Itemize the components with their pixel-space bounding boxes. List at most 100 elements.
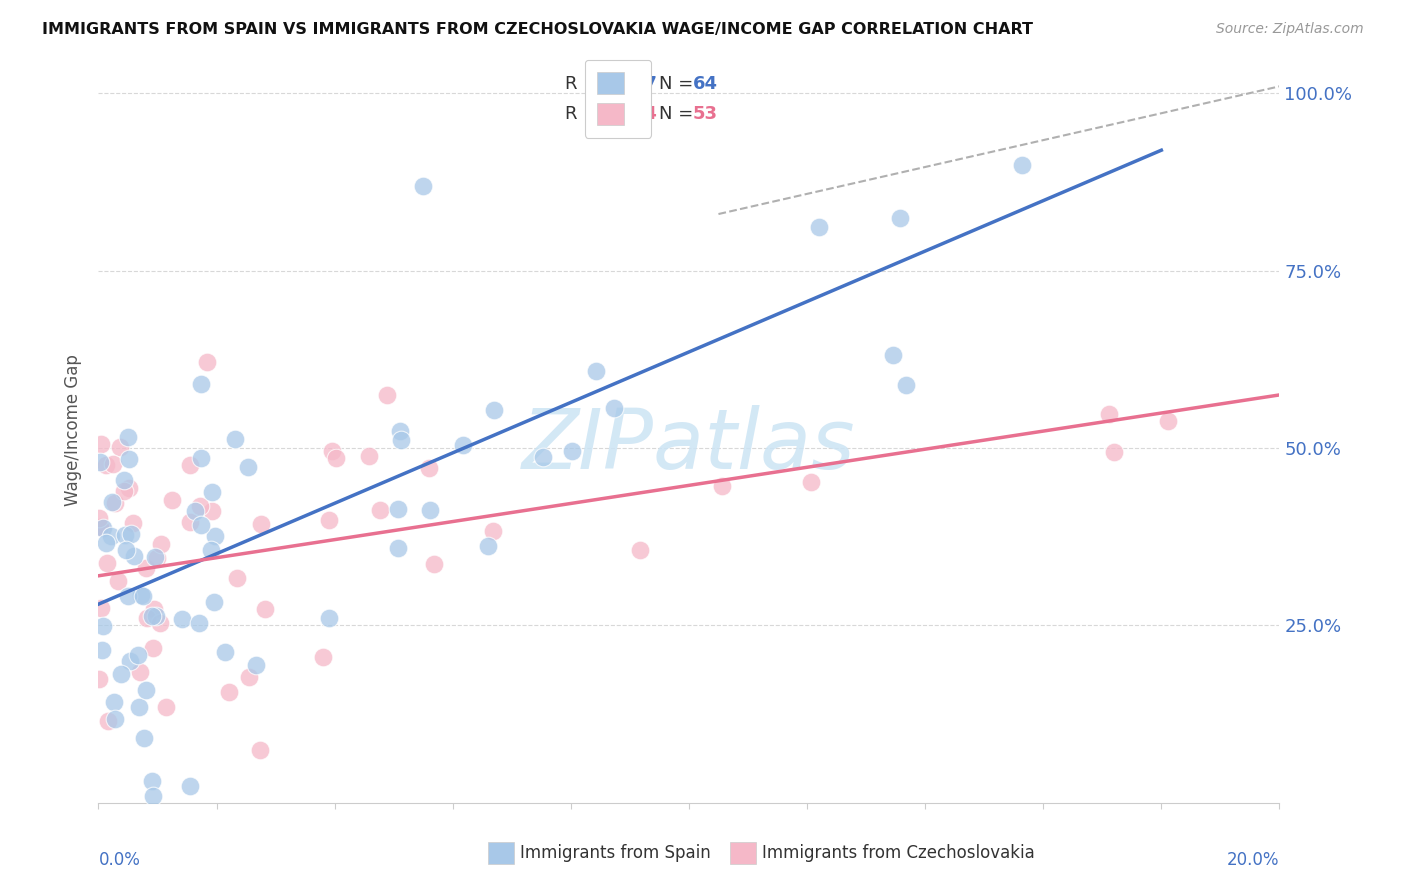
Text: 20.0%: 20.0% [1227, 851, 1279, 869]
Point [96, 556, 118, 570]
Legend: , : , [585, 60, 651, 138]
Text: Source: ZipAtlas.com: Source: ZipAtlas.com [1216, 22, 1364, 37]
Point [312, 650, 335, 665]
Point [115, 543, 138, 558]
Point [325, 451, 347, 466]
Point [142, 789, 165, 803]
Point [90, 436, 112, 450]
Text: 0.0%: 0.0% [98, 851, 141, 869]
Text: N =: N = [659, 75, 699, 93]
Point [419, 503, 441, 517]
Point [359, 449, 381, 463]
Point [531, 450, 554, 464]
Point [318, 611, 340, 625]
Text: 0.567: 0.567 [600, 75, 657, 93]
Point [375, 388, 398, 402]
Point [391, 433, 413, 447]
Point [143, 549, 166, 564]
Point [179, 515, 201, 529]
Point [91, 521, 114, 535]
Point [179, 458, 201, 472]
Point [149, 616, 172, 631]
Point [190, 450, 212, 465]
Point [195, 355, 218, 369]
Point [141, 774, 163, 789]
Point [603, 401, 626, 416]
Point [882, 348, 904, 362]
Point [214, 645, 236, 659]
Point [141, 608, 163, 623]
Point [146, 551, 169, 566]
Point [110, 666, 132, 681]
Point [249, 743, 271, 757]
Point [318, 513, 340, 527]
Point [112, 484, 135, 499]
Point [89, 519, 111, 533]
Point [190, 376, 212, 391]
Point [200, 543, 222, 558]
Point [560, 444, 582, 458]
Point [188, 615, 211, 630]
Point [238, 459, 260, 474]
Point [100, 529, 122, 543]
Text: R =: R = [565, 105, 605, 123]
Point [201, 504, 224, 518]
Point [225, 571, 247, 585]
Point [387, 541, 409, 555]
Point [104, 712, 127, 726]
Point [188, 499, 211, 513]
Point [96, 458, 118, 472]
Point [107, 574, 129, 588]
Point [91, 521, 114, 535]
Point [132, 589, 155, 603]
Text: R =: R = [565, 75, 605, 93]
Point [585, 364, 607, 378]
Point [1098, 407, 1121, 421]
Point [1102, 444, 1125, 458]
Text: ZIPatlas: ZIPatlas [522, 405, 856, 486]
Text: 53: 53 [693, 105, 717, 123]
Point [142, 641, 165, 656]
Y-axis label: Wage/Income Gap: Wage/Income Gap [65, 354, 83, 507]
Point [135, 683, 157, 698]
Point [482, 524, 505, 538]
Point [1011, 158, 1033, 172]
Point [145, 609, 167, 624]
Point [103, 694, 125, 708]
Point [128, 665, 150, 680]
Point [224, 433, 246, 447]
Point [87, 511, 110, 525]
Point [122, 516, 145, 530]
Point [120, 527, 142, 541]
Point [368, 502, 391, 516]
Point [101, 457, 124, 471]
Point [96, 535, 118, 549]
Point [484, 402, 506, 417]
Point [117, 589, 139, 603]
Point [143, 602, 166, 616]
Point [249, 517, 271, 532]
Point [122, 549, 145, 564]
Point [150, 537, 173, 551]
Point [218, 685, 240, 699]
Point [91, 619, 114, 633]
Point [238, 670, 260, 684]
Point [118, 481, 141, 495]
Point [108, 441, 131, 455]
Point [418, 460, 440, 475]
Point [253, 601, 276, 615]
Point [179, 779, 201, 793]
Point [451, 438, 474, 452]
Text: IMMIGRANTS FROM SPAIN VS IMMIGRANTS FROM CZECHOSLOVAKIA WAGE/INCOME GAP CORRELAT: IMMIGRANTS FROM SPAIN VS IMMIGRANTS FROM… [42, 22, 1033, 37]
Point [894, 378, 917, 392]
Point [136, 611, 159, 625]
Point [114, 528, 136, 542]
Text: 64: 64 [693, 75, 717, 93]
FancyBboxPatch shape [488, 841, 515, 863]
Point [135, 561, 157, 575]
Point [477, 540, 499, 554]
Point [800, 475, 823, 489]
Point [128, 699, 150, 714]
Point [389, 424, 412, 438]
Point [321, 443, 343, 458]
